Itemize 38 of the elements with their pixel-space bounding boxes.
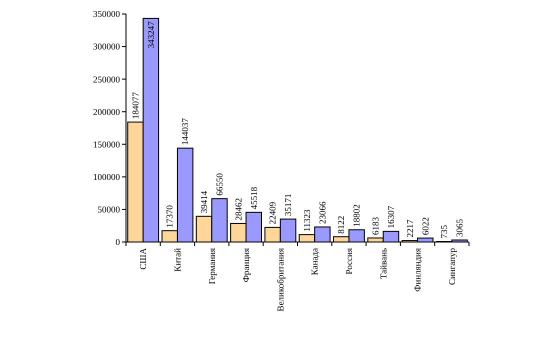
data-label: 3065 (454, 218, 465, 238)
x-tick-label: Россия (344, 248, 354, 274)
x-tick-label: Тайвань (378, 248, 388, 280)
y-tick-label: 150000 (93, 139, 120, 150)
x-tick-label: США (138, 248, 148, 270)
data-label: 184077 (130, 92, 140, 120)
data-label: 2217 (404, 219, 415, 238)
data-label: 735 (439, 224, 450, 239)
data-label: 11323 (302, 208, 312, 232)
y-tick-label: 100000 (93, 172, 120, 182)
x-tick-label: Канада (310, 248, 320, 276)
data-label: 17370 (164, 204, 175, 228)
data-label: 18802 (352, 204, 362, 227)
data-label: 28462 (233, 198, 244, 220)
x-tick-label: Германия (206, 248, 217, 284)
x-tick-label: Финляндия (412, 248, 423, 292)
data-label: 39414 (199, 190, 210, 214)
data-label: 45518 (248, 186, 259, 210)
y-tick-label: 200000 (93, 106, 120, 117)
data-label: 6022 (420, 217, 430, 236)
y-tick-label: 350000 (93, 9, 120, 20)
data-label: 144037 (180, 118, 190, 146)
x-tick-label: Китай (172, 248, 182, 272)
data-label: 6183 (370, 216, 381, 235)
data-label: 35171 (283, 194, 294, 216)
data-label: 23066 (317, 200, 328, 224)
data-label: 22409 (268, 201, 278, 224)
y-tick-label: 300000 (93, 42, 120, 52)
data-label: 8122 (336, 216, 346, 234)
y-tick-label: 0 (116, 237, 120, 248)
x-tick-label: Сингапур (446, 248, 457, 286)
data-label: 16307 (386, 205, 396, 228)
y-tick-label: 250000 (93, 74, 120, 84)
data-label: 343247 (146, 20, 156, 48)
data-label: 66550 (214, 172, 224, 196)
x-tick-label: Великобритания (275, 248, 286, 312)
y-tick-label: 50000 (98, 204, 120, 215)
x-tick-label: Франция (241, 248, 252, 282)
